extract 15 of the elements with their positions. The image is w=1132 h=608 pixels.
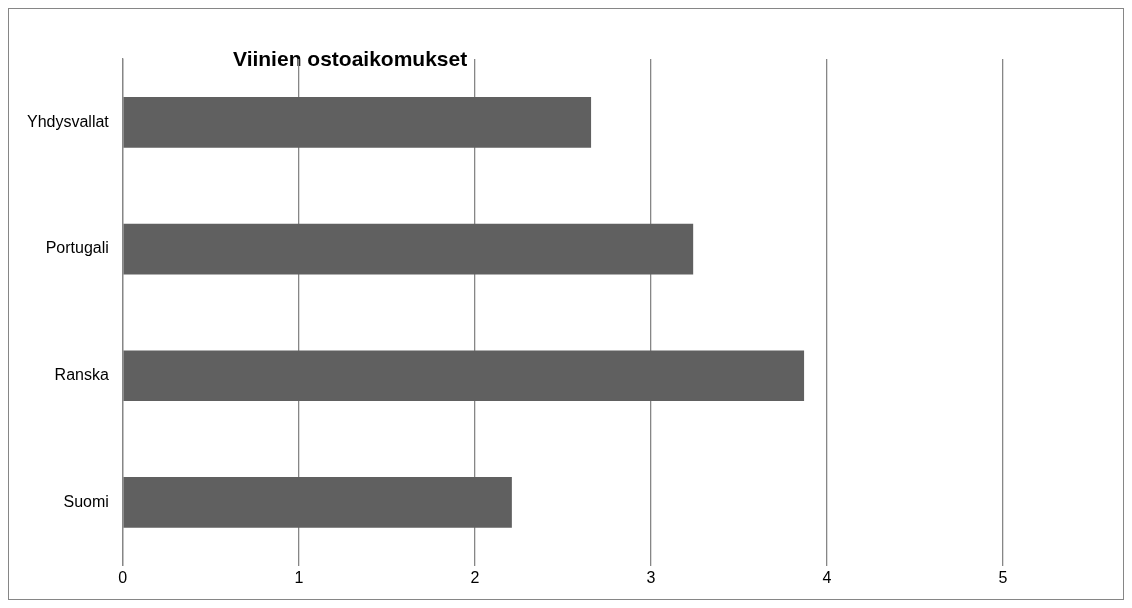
y-tick-label: Ranska: [54, 366, 109, 384]
x-tick-label: 0: [118, 568, 128, 586]
x-tick-label: 5: [998, 568, 1008, 586]
y-tick-label: Yhdysvallat: [26, 112, 110, 130]
x-tick-label: 3: [646, 568, 656, 586]
y-tick-label: Suomi: [63, 492, 109, 510]
y-tick-label: Portugali: [45, 239, 109, 257]
bar: [123, 350, 805, 402]
bar: [123, 97, 592, 148]
bar: [123, 477, 512, 528]
bar: [123, 223, 694, 275]
x-tick-label: 2: [470, 568, 480, 586]
chart-title: Viinien ostoaikomukset: [233, 47, 468, 71]
x-tick-label: 1: [294, 568, 304, 586]
x-tick-label: 4: [822, 568, 832, 586]
